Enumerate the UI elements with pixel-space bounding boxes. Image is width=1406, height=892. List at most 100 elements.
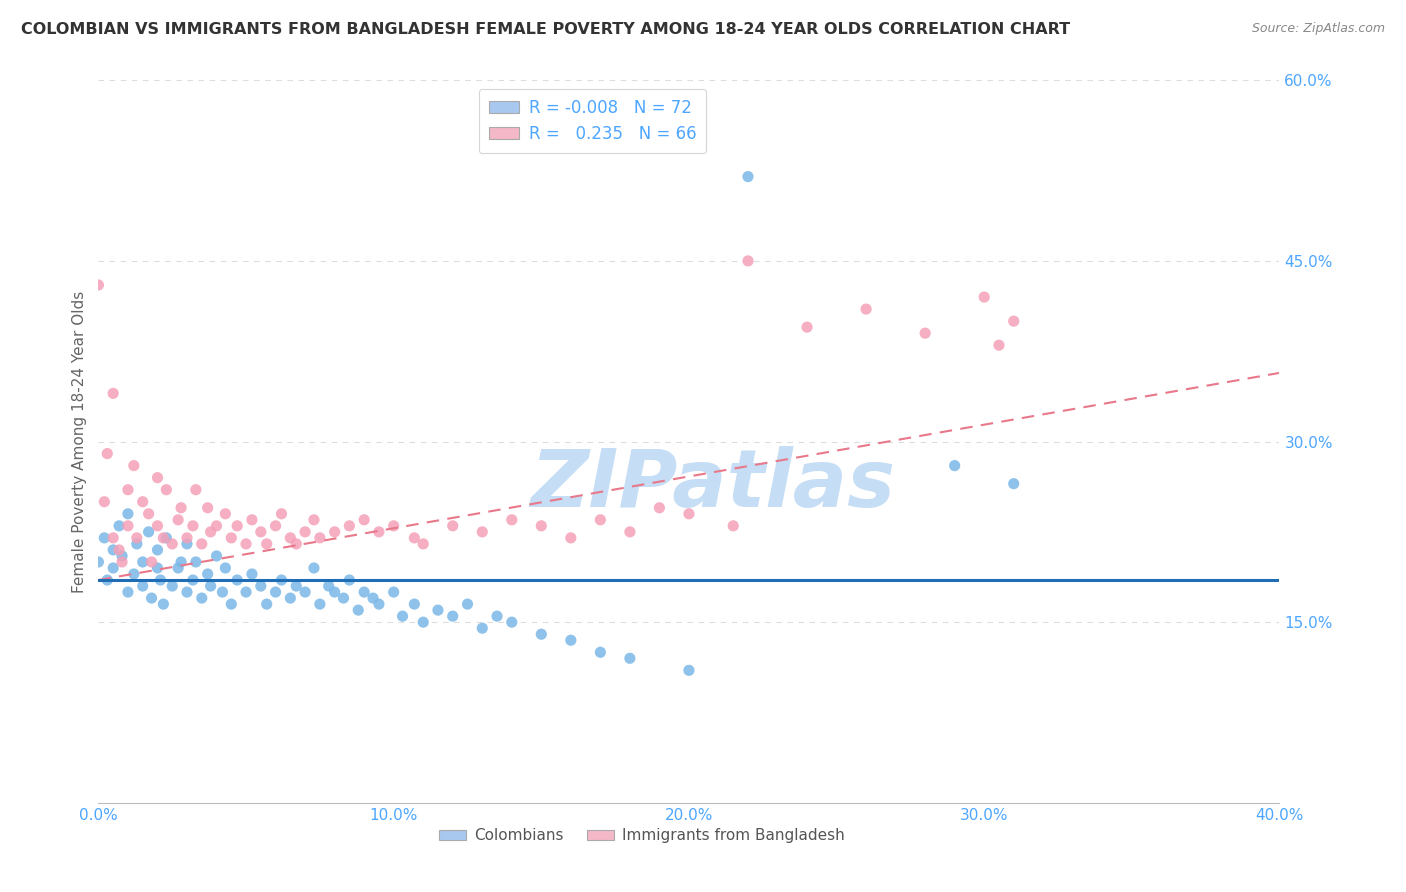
Point bbox=[270, 573, 292, 587]
Point bbox=[152, 531, 174, 545]
Point bbox=[619, 524, 641, 539]
Point bbox=[404, 597, 426, 611]
Point bbox=[353, 513, 375, 527]
Point bbox=[184, 483, 207, 497]
Point bbox=[1002, 476, 1025, 491]
Point bbox=[678, 664, 700, 678]
Point bbox=[264, 585, 287, 599]
Point bbox=[200, 524, 222, 539]
Point bbox=[132, 555, 155, 569]
Point bbox=[353, 585, 375, 599]
Point bbox=[108, 542, 131, 557]
Point bbox=[619, 651, 641, 665]
Point bbox=[914, 326, 936, 340]
Point bbox=[347, 603, 370, 617]
Point bbox=[678, 507, 700, 521]
Point bbox=[181, 573, 204, 587]
Point bbox=[197, 567, 219, 582]
Point bbox=[170, 500, 193, 515]
Point bbox=[339, 573, 361, 587]
Point bbox=[226, 518, 249, 533]
Point bbox=[973, 290, 995, 304]
Point bbox=[412, 615, 434, 630]
Point bbox=[214, 561, 236, 575]
Point bbox=[96, 446, 118, 460]
Point bbox=[149, 573, 172, 587]
Point bbox=[141, 591, 163, 605]
Text: ZIPatlas: ZIPatlas bbox=[530, 446, 896, 524]
Point bbox=[280, 531, 302, 545]
Point bbox=[235, 585, 257, 599]
Point bbox=[294, 524, 316, 539]
Point bbox=[441, 518, 464, 533]
Point bbox=[471, 621, 494, 635]
Point bbox=[560, 531, 582, 545]
Point bbox=[162, 537, 183, 551]
Point bbox=[211, 585, 233, 599]
Point bbox=[323, 585, 346, 599]
Point bbox=[221, 597, 243, 611]
Point bbox=[256, 597, 278, 611]
Point bbox=[93, 494, 115, 508]
Point bbox=[205, 518, 228, 533]
Point bbox=[152, 597, 174, 611]
Point bbox=[309, 531, 332, 545]
Point bbox=[221, 531, 243, 545]
Point bbox=[197, 500, 219, 515]
Y-axis label: Female Poverty Among 18-24 Year Olds: Female Poverty Among 18-24 Year Olds bbox=[72, 291, 87, 592]
Point bbox=[108, 518, 131, 533]
Point bbox=[87, 555, 110, 569]
Point bbox=[943, 458, 966, 473]
Point bbox=[103, 561, 125, 575]
Point bbox=[146, 470, 169, 484]
Point bbox=[302, 561, 325, 575]
Point bbox=[117, 518, 139, 533]
Point bbox=[988, 338, 1011, 352]
Point bbox=[141, 555, 163, 569]
Point bbox=[486, 609, 509, 624]
Point bbox=[391, 609, 413, 624]
Point bbox=[339, 518, 361, 533]
Point bbox=[200, 579, 222, 593]
Point bbox=[309, 597, 332, 611]
Point bbox=[285, 537, 308, 551]
Point bbox=[170, 555, 193, 569]
Point bbox=[737, 169, 759, 184]
Point bbox=[501, 513, 523, 527]
Point bbox=[184, 555, 207, 569]
Point bbox=[138, 524, 160, 539]
Point bbox=[132, 494, 155, 508]
Point bbox=[648, 500, 671, 515]
Point bbox=[111, 555, 134, 569]
Point bbox=[167, 561, 190, 575]
Point bbox=[1002, 314, 1025, 328]
Point bbox=[181, 518, 204, 533]
Point bbox=[117, 483, 139, 497]
Point bbox=[103, 386, 125, 401]
Point bbox=[530, 627, 553, 641]
Point bbox=[240, 513, 263, 527]
Point bbox=[264, 518, 287, 533]
Point bbox=[96, 573, 118, 587]
Point bbox=[294, 585, 316, 599]
Point bbox=[240, 567, 263, 582]
Point bbox=[404, 531, 426, 545]
Text: COLOMBIAN VS IMMIGRANTS FROM BANGLADESH FEMALE POVERTY AMONG 18-24 YEAR OLDS COR: COLOMBIAN VS IMMIGRANTS FROM BANGLADESH … bbox=[21, 22, 1070, 37]
Text: Source: ZipAtlas.com: Source: ZipAtlas.com bbox=[1251, 22, 1385, 36]
Point bbox=[176, 585, 198, 599]
Point bbox=[176, 537, 198, 551]
Point bbox=[93, 531, 115, 545]
Point bbox=[368, 597, 391, 611]
Point bbox=[501, 615, 523, 630]
Point bbox=[737, 253, 759, 268]
Point bbox=[146, 561, 169, 575]
Point bbox=[457, 597, 479, 611]
Point bbox=[146, 518, 169, 533]
Point bbox=[103, 542, 125, 557]
Point bbox=[176, 531, 198, 545]
Point bbox=[382, 518, 405, 533]
Point bbox=[796, 320, 818, 334]
Point bbox=[125, 531, 148, 545]
Point bbox=[87, 277, 110, 292]
Point bbox=[368, 524, 391, 539]
